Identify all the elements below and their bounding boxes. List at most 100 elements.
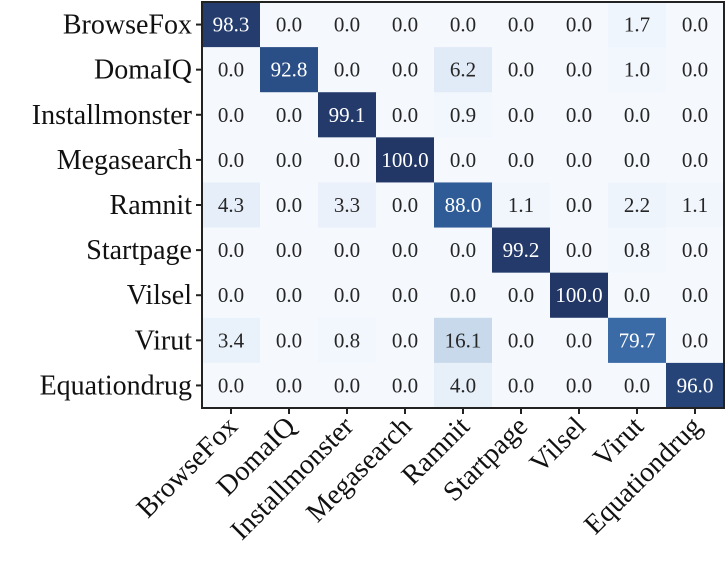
heatmap-cell (434, 2, 493, 48)
cell-value-label: 0.0 (624, 283, 650, 307)
cell-value-label: 98.3 (213, 13, 250, 37)
cell-value-label: 0.0 (624, 373, 650, 397)
cell-value-label: 0.0 (276, 193, 302, 217)
heatmap-cell (550, 2, 609, 48)
heatmap-cell (318, 92, 377, 138)
cell-value-label: 0.0 (276, 373, 302, 397)
heatmap-cell (550, 47, 609, 93)
cell-value-label: 0.0 (624, 148, 650, 172)
cell-value-label: 0.8 (334, 328, 360, 352)
heatmap-cell (318, 137, 377, 183)
heatmap-cell (376, 227, 435, 274)
cell-value-label: 3.4 (218, 328, 245, 352)
cell-value-label: 0.0 (682, 58, 708, 82)
cell-value-label: 0.0 (566, 103, 592, 127)
heatmap-cell (376, 137, 435, 183)
cell-value-label: 1.1 (508, 193, 534, 217)
cell-value-label: 0.0 (334, 283, 360, 307)
cell-value-label: 0.0 (334, 13, 360, 37)
cell-value-label: 96.0 (677, 373, 714, 397)
cell-value-label: 99.2 (503, 238, 540, 262)
heatmap-cell (318, 2, 377, 48)
cell-value-label: 3.3 (334, 193, 360, 217)
heatmap-cell (434, 362, 493, 409)
heatmap-cell (434, 47, 493, 93)
heatmap-cell (434, 317, 493, 364)
heatmap-cell (318, 362, 377, 409)
y-tick-label: BrowseFox (63, 10, 192, 41)
y-tick-label: Equationdrug (40, 370, 192, 401)
heatmap-cell (260, 47, 319, 93)
heatmap-cell (492, 137, 551, 183)
cell-value-label: 6.2 (450, 58, 476, 82)
heatmap-cell (550, 227, 609, 274)
heatmap-cell (434, 92, 493, 138)
cell-value-label: 16.1 (445, 328, 482, 352)
cell-value-label: 99.1 (329, 103, 366, 127)
heatmap-cell (492, 2, 551, 48)
heatmap-cell (202, 137, 261, 183)
heatmap-cell (318, 317, 377, 364)
heatmap-cell (608, 182, 667, 229)
cell-value-label: 0.9 (450, 103, 476, 127)
heatmap-cell (608, 137, 667, 183)
heatmap-cell (376, 317, 435, 364)
cell-value-label: 0.0 (218, 58, 244, 82)
cell-value-label: 79.7 (619, 328, 656, 352)
cell-value-label: 0.0 (276, 238, 302, 262)
cell-value-label: 0.0 (566, 148, 592, 172)
heatmap-cell (550, 272, 609, 319)
heatmap-cell (666, 227, 725, 274)
cell-value-label: 0.0 (566, 328, 592, 352)
cell-value-label: 0.0 (508, 103, 534, 127)
y-tick-label: Startpage (86, 235, 192, 266)
heatmap-cell (608, 317, 667, 364)
heatmap-cell (318, 272, 377, 319)
heatmap-cell (608, 47, 667, 93)
heatmap-cell (260, 137, 319, 183)
cell-value-label: 100.0 (381, 148, 428, 172)
cell-value-label: 0.0 (392, 13, 418, 37)
cell-value-label: 0.0 (508, 13, 534, 37)
heatmap-cell (202, 92, 261, 138)
heatmap-cell (666, 362, 725, 409)
heatmap-cell (492, 272, 551, 319)
cell-value-label: 0.0 (566, 238, 592, 262)
heatmap-cell (260, 182, 319, 229)
heatmap-cell (666, 92, 725, 138)
cell-value-label: 0.0 (334, 238, 360, 262)
heatmap-cell (666, 137, 725, 183)
cell-value-label: 0.0 (276, 148, 302, 172)
cell-value-label: 92.8 (271, 58, 308, 82)
heatmap-cell (260, 272, 319, 319)
y-tick-label: Megasearch (57, 145, 192, 176)
cell-value-label: 100.0 (555, 283, 602, 307)
cell-value-label: 0.0 (450, 148, 476, 172)
heatmap-cell (550, 92, 609, 138)
y-tick-label: DomaIQ (94, 55, 192, 86)
cell-value-label: 0.0 (276, 103, 302, 127)
cell-value-label: 0.0 (682, 328, 708, 352)
cell-value-label: 0.0 (566, 58, 592, 82)
heatmap-cell (202, 227, 261, 274)
cell-value-label: 0.0 (566, 193, 592, 217)
heatmap-cell (492, 317, 551, 364)
cell-value-label: 0.0 (392, 373, 418, 397)
cell-value-label: 0.0 (334, 373, 360, 397)
cell-value-label: 0.0 (450, 238, 476, 262)
heatmap-cell (492, 182, 551, 229)
heatmap-cell (202, 2, 261, 48)
cell-value-label: 0.0 (450, 13, 476, 37)
heatmap-cell (492, 92, 551, 138)
cell-value-label: 0.0 (392, 283, 418, 307)
heatmap-cell (202, 362, 261, 409)
heatmap-cell (666, 272, 725, 319)
heatmap-cell (666, 182, 725, 229)
cell-value-label: 0.0 (682, 283, 708, 307)
heatmap-cell (434, 227, 493, 274)
heatmap-cell (608, 92, 667, 138)
heatmap-cell (434, 137, 493, 183)
y-tick-label: Installmonster (32, 100, 193, 131)
heatmap-cell (202, 272, 261, 319)
cell-value-label: 0.0 (682, 148, 708, 172)
